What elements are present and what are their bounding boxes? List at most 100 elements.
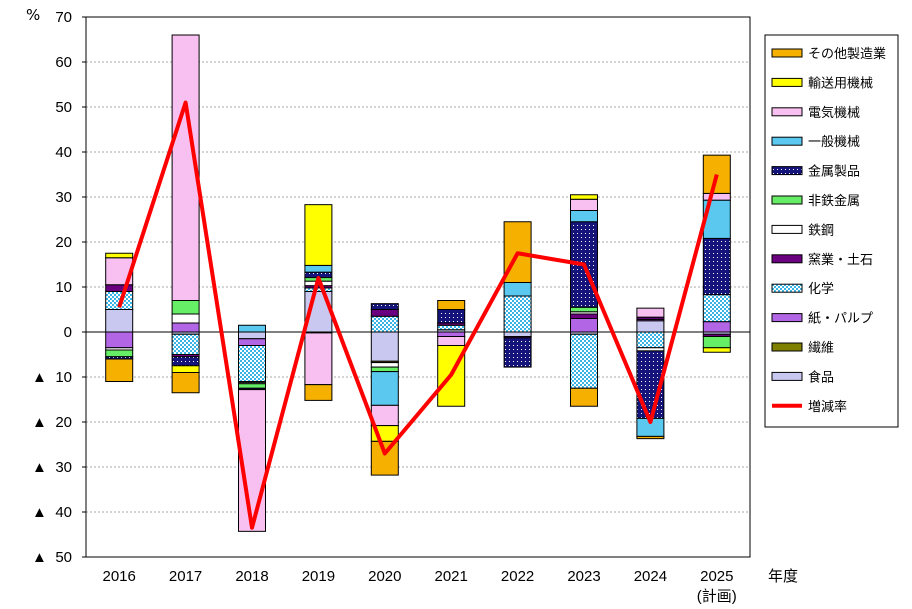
bar-segment	[570, 333, 598, 389]
y-tick-label: 30	[55, 459, 72, 476]
bar-segment	[304, 264, 333, 273]
legend-swatch	[771, 107, 803, 117]
legend-label: 食品	[808, 369, 834, 385]
x-tick-label: 2019	[302, 568, 335, 585]
y-unit-label: %	[26, 6, 40, 24]
bar-segment	[503, 331, 532, 337]
y-tick-label: 40	[55, 144, 72, 161]
bar-segment	[370, 404, 399, 427]
legend-swatch	[771, 313, 803, 323]
bar-segment	[702, 347, 731, 353]
legend-label: 紙・パルプ	[808, 312, 873, 327]
y-tick-label: 50	[55, 549, 72, 566]
legend-swatch	[771, 195, 803, 205]
negative-marker-icon: ▲	[32, 504, 47, 521]
bar-segment	[570, 210, 598, 223]
bar-segment	[171, 365, 200, 373]
legend-swatch	[771, 254, 803, 264]
bar-segment	[437, 324, 466, 331]
x-tick-label: 2018	[235, 568, 268, 585]
bar-segment	[636, 331, 665, 349]
bar-segment	[702, 336, 731, 349]
legend-label: 窯業・土石	[808, 252, 873, 268]
x-tick-label: 2024	[634, 568, 667, 585]
bar-segment	[171, 300, 200, 315]
y-tick-label: 10	[55, 279, 72, 296]
y-tick-label: 0	[64, 324, 72, 341]
negative-marker-icon: ▲	[32, 414, 47, 431]
x-tick-label: 2017	[169, 568, 202, 585]
legend-label: 鉄鋼	[808, 223, 834, 238]
bar-segment	[702, 321, 731, 333]
x-tick-label: 2023	[567, 568, 600, 585]
bar-segment	[370, 366, 399, 373]
bar-segment	[702, 294, 731, 323]
x-tick-label: 2020	[368, 568, 401, 585]
legend-label: 繊維	[808, 340, 834, 356]
bar-segment	[238, 331, 266, 340]
legend-label: 輸送用機械	[808, 76, 873, 91]
bar-segment	[171, 333, 200, 355]
bar-segment	[105, 349, 134, 358]
bar-segment	[370, 309, 399, 317]
bar-segment	[171, 313, 200, 324]
bar-segment	[370, 331, 399, 362]
legend-swatch	[771, 342, 803, 352]
legend-label: 増減率	[808, 399, 847, 415]
x-tick-label: 2016	[103, 568, 136, 585]
legend-swatch	[771, 48, 803, 58]
bar-segment	[570, 306, 598, 313]
bar-segment	[304, 287, 333, 292]
legend-swatch	[771, 136, 803, 146]
x-tick-label: 2022	[501, 568, 534, 585]
y-tick-label: 50	[55, 99, 72, 116]
bar-segment	[304, 384, 333, 401]
bar-segment	[570, 318, 598, 333]
line-series	[117, 100, 719, 530]
x-tick-label: 2025	[700, 568, 733, 585]
bar-segment	[105, 284, 134, 292]
bar-segment	[636, 435, 665, 440]
negative-marker-icon: ▲	[32, 459, 47, 476]
negative-marker-icon: ▲	[32, 549, 47, 566]
bar-segment	[238, 345, 266, 382]
bar-segment	[570, 198, 598, 211]
legend-swatch	[771, 224, 803, 234]
legend-label: 化学	[808, 281, 834, 297]
bar-segment	[370, 315, 399, 333]
y-tick-label: 60	[55, 54, 72, 71]
bar-segment	[437, 336, 466, 346]
bar-segment	[105, 252, 134, 259]
bar-segment	[570, 194, 598, 200]
bar-segment	[503, 295, 532, 333]
legend-swatch	[771, 371, 803, 381]
bar-segment	[105, 309, 134, 333]
y-tick-label: 10	[55, 369, 72, 386]
bar-segment	[570, 313, 598, 319]
growth-rate-line	[117, 100, 719, 530]
x-axis-title: 年度	[768, 567, 798, 585]
y-tick-label: 20	[55, 414, 72, 431]
bar-segment	[238, 324, 266, 333]
y-tick-label: 40	[55, 504, 72, 521]
bar-segment	[370, 371, 399, 406]
bar-segment	[304, 204, 333, 266]
x-tick-sublabel: (計画)	[697, 588, 737, 605]
bar-segment	[702, 154, 731, 194]
bar-segment	[105, 358, 134, 382]
y-tick-label: 20	[55, 234, 72, 251]
bar-segment	[304, 332, 333, 386]
bar-segment	[171, 322, 200, 333]
legend-swatch	[771, 283, 803, 293]
bar-segment	[238, 383, 266, 389]
bar-segment	[570, 387, 598, 407]
bar-segment	[702, 237, 731, 296]
legend: その他製造業輸送用機械電気機械一般機械金属製品非鉄金属鉄鋼窯業・土石化学紙・パル…	[764, 34, 899, 428]
bar-segment	[503, 282, 532, 297]
bar-segment	[702, 192, 731, 201]
bar-segment	[171, 372, 200, 394]
bar-segment	[437, 309, 466, 324]
bar-segment	[105, 331, 134, 349]
legend-label: 一般機械	[808, 134, 860, 150]
